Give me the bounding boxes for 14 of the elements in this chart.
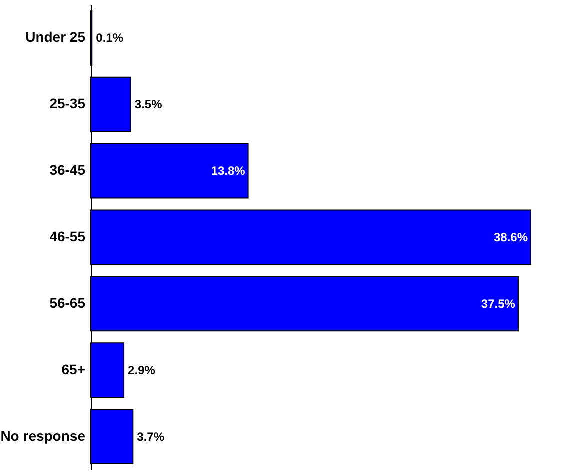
y-tick-label: 56-65 (50, 294, 86, 311)
y-tick-label: 65+ (62, 361, 86, 378)
y-tick-label: 36-45 (50, 162, 86, 178)
y-tick-label: Under 25 (26, 29, 86, 46)
data-label: 38.6% (494, 230, 528, 244)
data-label: 0.1% (96, 31, 124, 46)
y-tick-label: 25-35 (50, 96, 86, 112)
data-label: 3.5% (134, 98, 163, 112)
data-label: 3.7% (137, 430, 165, 444)
data-label: 13.8% (211, 164, 246, 178)
y-tick-label: No response (0, 428, 86, 444)
data-label: 2.9% (128, 363, 156, 378)
data-label: 37.5% (481, 296, 516, 311)
y-tick-label: 46-55 (50, 228, 86, 244)
